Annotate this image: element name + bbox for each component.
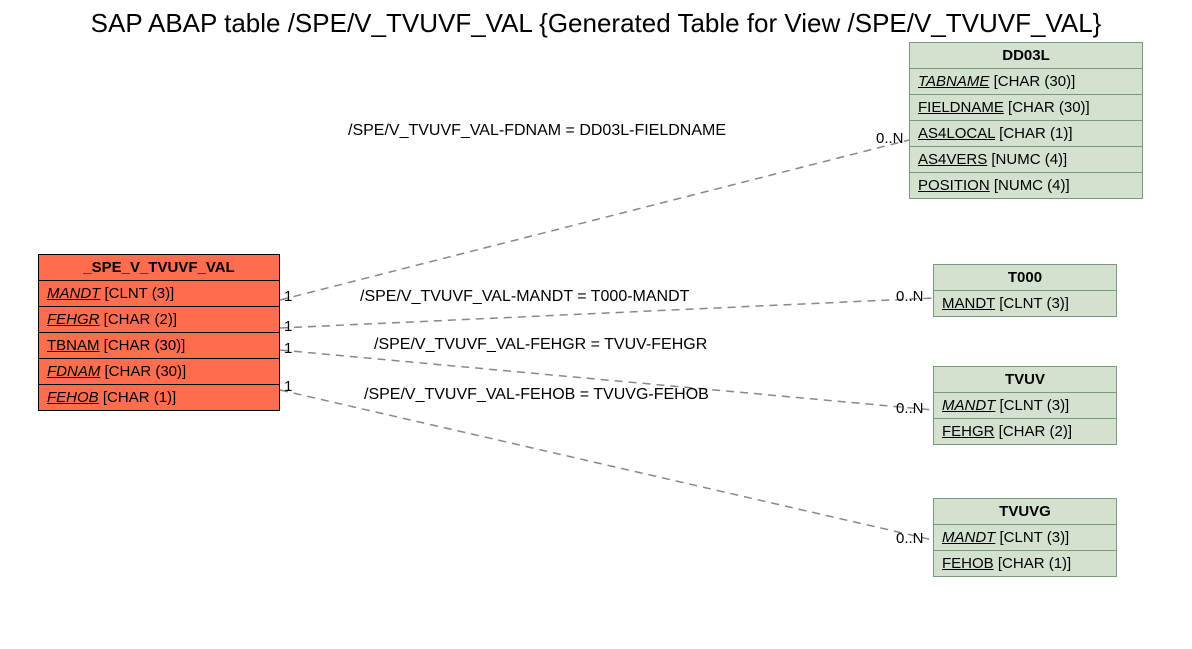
edge-label: /SPE/V_TVUVF_VAL-MANDT = T000-MANDT <box>360 288 689 306</box>
rel-table-dd03l: DD03LTABNAME [CHAR (30)]FIELDNAME [CHAR … <box>909 42 1143 199</box>
table-header: T000 <box>934 265 1116 291</box>
cardinality-from: 1 <box>284 318 292 335</box>
table-field-row: TBNAM [CHAR (30)] <box>39 333 279 359</box>
rel-table-tvuv: TVUVMANDT [CLNT (3)]FEHGR [CHAR (2)] <box>933 366 1117 445</box>
table-field-row: FIELDNAME [CHAR (30)] <box>910 95 1142 121</box>
table-field-row: MANDT [CLNT (3)] <box>39 281 279 307</box>
cardinality-to: 0..N <box>896 530 924 547</box>
edge-label: /SPE/V_TVUVF_VAL-FEHGR = TVUV-FEHGR <box>374 336 707 354</box>
table-field-row: MANDT [CLNT (3)] <box>934 291 1116 316</box>
table-field-row: FEHGR [CHAR (2)] <box>39 307 279 333</box>
field-name: POSITION <box>918 177 990 194</box>
table-field-row: AS4LOCAL [CHAR (1)] <box>910 121 1142 147</box>
rel-table-tvuvg: TVUVGMANDT [CLNT (3)]FEHOB [CHAR (1)] <box>933 498 1117 577</box>
field-name: FEHGR <box>47 311 100 328</box>
table-field-row: MANDT [CLNT (3)] <box>934 525 1116 551</box>
field-name: FDNAM <box>47 363 100 380</box>
table-header: _SPE_V_TVUVF_VAL <box>39 255 279 281</box>
field-name: FEHOB <box>47 389 99 406</box>
cardinality-from: 1 <box>284 378 292 395</box>
field-name: FEHGR <box>942 423 995 440</box>
table-field-row: TABNAME [CHAR (30)] <box>910 69 1142 95</box>
edge-line <box>280 140 909 300</box>
table-header: TVUV <box>934 367 1116 393</box>
page-title: SAP ABAP table /SPE/V_TVUVF_VAL {Generat… <box>0 8 1192 39</box>
edge-label: /SPE/V_TVUVF_VAL-FDNAM = DD03L-FIELDNAME <box>348 122 726 140</box>
field-name: FIELDNAME <box>918 99 1004 116</box>
table-field-row: MANDT [CLNT (3)] <box>934 393 1116 419</box>
field-name: TABNAME <box>918 73 989 90</box>
field-name: MANDT <box>942 529 995 546</box>
table-field-row: FEHGR [CHAR (2)] <box>934 419 1116 444</box>
rel-table-t000: T000MANDT [CLNT (3)] <box>933 264 1117 317</box>
field-name: AS4LOCAL <box>918 125 995 142</box>
main-table: _SPE_V_TVUVF_VALMANDT [CLNT (3)]FEHGR [C… <box>38 254 280 411</box>
field-name: FEHOB <box>942 555 994 572</box>
field-name: MANDT <box>942 295 995 312</box>
cardinality-to: 0..N <box>876 130 904 147</box>
table-field-row: FEHOB [CHAR (1)] <box>39 385 279 410</box>
field-name: MANDT <box>942 397 995 414</box>
field-name: TBNAM <box>47 337 100 354</box>
cardinality-to: 0..N <box>896 400 924 417</box>
table-field-row: FDNAM [CHAR (30)] <box>39 359 279 385</box>
table-header: TVUVG <box>934 499 1116 525</box>
cardinality-from: 1 <box>284 288 292 305</box>
table-header: DD03L <box>910 43 1142 69</box>
field-name: AS4VERS <box>918 151 987 168</box>
cardinality-from: 1 <box>284 340 292 357</box>
edge-line <box>280 390 933 540</box>
table-field-row: FEHOB [CHAR (1)] <box>934 551 1116 576</box>
table-field-row: AS4VERS [NUMC (4)] <box>910 147 1142 173</box>
field-name: MANDT <box>47 285 100 302</box>
edge-label: /SPE/V_TVUVF_VAL-FEHOB = TVUVG-FEHOB <box>364 386 709 404</box>
cardinality-to: 0..N <box>896 288 924 305</box>
table-field-row: POSITION [NUMC (4)] <box>910 173 1142 198</box>
